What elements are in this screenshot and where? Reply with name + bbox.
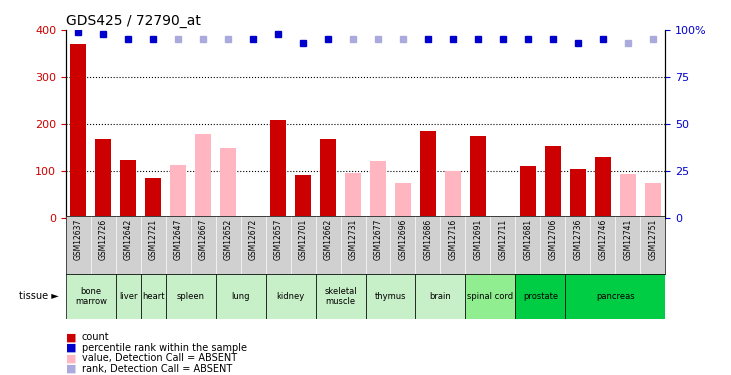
Bar — [466, 274, 515, 319]
Text: percentile rank within the sample: percentile rank within the sample — [82, 343, 247, 353]
Bar — [140, 274, 166, 319]
Bar — [520, 166, 536, 218]
Bar — [470, 136, 486, 218]
Bar — [620, 174, 636, 217]
Bar — [594, 157, 611, 218]
Text: GSM12681: GSM12681 — [523, 219, 532, 260]
Text: lung: lung — [232, 292, 250, 301]
Text: GSM12731: GSM12731 — [349, 219, 357, 260]
Text: GSM12642: GSM12642 — [124, 219, 133, 260]
Bar — [70, 44, 86, 218]
Text: GSM12716: GSM12716 — [448, 219, 458, 260]
Bar — [95, 139, 111, 218]
Text: GSM12652: GSM12652 — [224, 219, 232, 260]
Text: brain: brain — [430, 292, 451, 301]
Text: GSM12721: GSM12721 — [148, 219, 158, 260]
Text: kidney: kidney — [276, 292, 305, 301]
Bar — [444, 171, 461, 217]
Bar — [345, 173, 361, 217]
Text: prostate: prostate — [523, 292, 558, 301]
Bar — [569, 169, 586, 217]
Text: rank, Detection Call = ABSENT: rank, Detection Call = ABSENT — [82, 364, 232, 374]
Bar — [220, 148, 236, 217]
Text: GSM12662: GSM12662 — [324, 219, 333, 260]
Bar — [545, 146, 561, 218]
Text: GSM12686: GSM12686 — [423, 219, 433, 260]
Text: GSM12677: GSM12677 — [374, 219, 382, 260]
Bar — [366, 274, 415, 319]
Text: heart: heart — [142, 292, 164, 301]
Bar — [415, 274, 466, 319]
Bar — [265, 274, 316, 319]
Text: ■: ■ — [66, 364, 76, 374]
Text: pancreas: pancreas — [596, 292, 635, 301]
Text: thymus: thymus — [375, 292, 406, 301]
Text: GSM12691: GSM12691 — [474, 219, 482, 260]
Text: skeletal
muscle: skeletal muscle — [325, 286, 357, 306]
Text: GSM12696: GSM12696 — [398, 219, 407, 260]
Text: GSM12746: GSM12746 — [598, 219, 607, 260]
Text: value, Detection Call = ABSENT: value, Detection Call = ABSENT — [82, 354, 237, 363]
Bar — [515, 274, 565, 319]
Text: bone
marrow: bone marrow — [75, 286, 107, 306]
Bar — [166, 274, 216, 319]
Text: GSM12667: GSM12667 — [199, 219, 208, 260]
Text: liver: liver — [119, 292, 137, 301]
Text: GSM12706: GSM12706 — [548, 219, 557, 260]
Bar — [395, 183, 411, 218]
Text: GSM12751: GSM12751 — [648, 219, 657, 260]
Text: tissue ►: tissue ► — [19, 291, 58, 301]
Text: ■: ■ — [66, 343, 76, 353]
Text: GSM12647: GSM12647 — [174, 219, 183, 260]
Text: GSM12736: GSM12736 — [573, 219, 583, 260]
Bar — [295, 176, 311, 217]
Text: GSM12741: GSM12741 — [624, 219, 632, 260]
Text: GSM12701: GSM12701 — [298, 219, 308, 260]
Bar — [270, 120, 287, 218]
Text: GDS425 / 72790_at: GDS425 / 72790_at — [66, 13, 201, 28]
Bar — [320, 139, 336, 218]
Text: GSM12637: GSM12637 — [74, 219, 83, 260]
Bar — [66, 274, 115, 319]
Bar — [645, 183, 661, 218]
Bar — [565, 274, 665, 319]
Text: count: count — [82, 333, 110, 342]
Text: ■: ■ — [66, 354, 76, 363]
Bar — [145, 178, 162, 218]
Bar — [115, 274, 140, 319]
Bar — [170, 165, 186, 218]
Text: GSM12672: GSM12672 — [249, 219, 257, 260]
Bar — [216, 274, 265, 319]
Text: spinal cord: spinal cord — [467, 292, 513, 301]
Text: GSM12657: GSM12657 — [273, 219, 283, 260]
Bar — [195, 134, 211, 218]
Bar — [120, 160, 137, 218]
Bar — [316, 274, 366, 319]
Bar — [420, 131, 436, 218]
Text: spleen: spleen — [177, 292, 205, 301]
Text: GSM12711: GSM12711 — [499, 219, 507, 260]
Bar — [370, 161, 386, 218]
Text: ■: ■ — [66, 333, 76, 342]
Text: GSM12726: GSM12726 — [99, 219, 107, 260]
